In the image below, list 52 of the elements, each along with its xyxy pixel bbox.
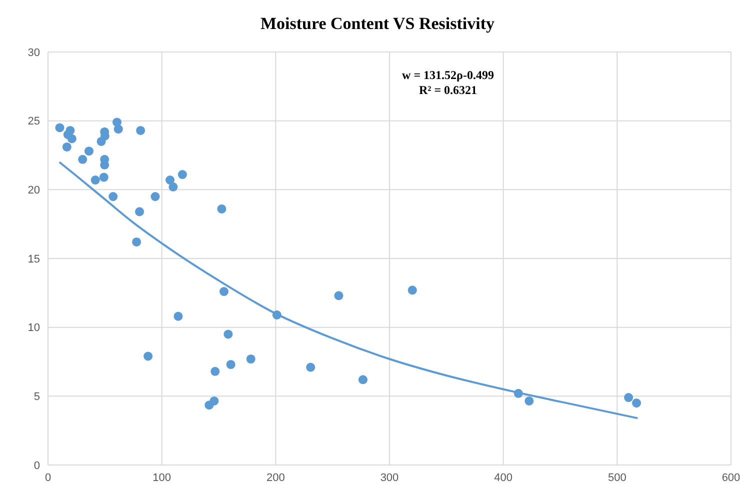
y-tick-label: 5: [34, 391, 40, 404]
point: [306, 362, 316, 372]
annotation: R² = 0.6321: [418, 83, 478, 98]
point: [210, 366, 220, 376]
y-tick-label: 20: [28, 184, 40, 197]
point: [136, 126, 146, 135]
point: [226, 360, 236, 370]
point: [178, 170, 187, 180]
point: [408, 286, 417, 295]
point: [524, 396, 534, 406]
point: [67, 134, 76, 144]
point: [166, 176, 175, 185]
x-tick-label: 400: [494, 472, 513, 484]
point: [114, 124, 123, 134]
point: [84, 146, 94, 156]
x-tick-label: 500: [608, 472, 626, 484]
y-tick-label: 30: [28, 46, 40, 59]
chart-title: Moisture Content VS Resistivity: [259, 14, 496, 34]
annotation: w = 131.52ρ-0.499: [401, 68, 495, 83]
point: [334, 291, 344, 300]
point: [174, 312, 183, 321]
point: [99, 172, 108, 182]
point: [272, 310, 282, 320]
x-tick-label: 0: [44, 472, 52, 484]
y-tick-label: 25: [28, 116, 40, 128]
point: [108, 192, 118, 202]
point: [150, 192, 160, 202]
point: [246, 354, 256, 364]
y-tick-label: 0: [34, 460, 40, 472]
point: [219, 287, 228, 296]
point: [90, 176, 100, 185]
point: [132, 237, 142, 246]
y-tick-label: 15: [28, 253, 40, 266]
point: [624, 393, 634, 402]
point: [632, 398, 642, 408]
x-tick-label: 200: [266, 472, 285, 484]
point: [144, 352, 153, 361]
point: [224, 330, 233, 339]
x-tick-label: 300: [380, 472, 399, 484]
point: [62, 142, 72, 152]
point: [217, 204, 226, 214]
point: [168, 182, 178, 192]
x-tick-label: 100: [152, 472, 172, 484]
point: [514, 388, 523, 398]
point: [358, 375, 368, 384]
point: [78, 154, 88, 164]
x-tick-label: 600: [722, 472, 740, 484]
point: [55, 123, 64, 132]
line-series: [58, 161, 639, 420]
point: [204, 400, 214, 410]
y-tick-label: 10: [28, 322, 40, 334]
point: [135, 207, 144, 216]
